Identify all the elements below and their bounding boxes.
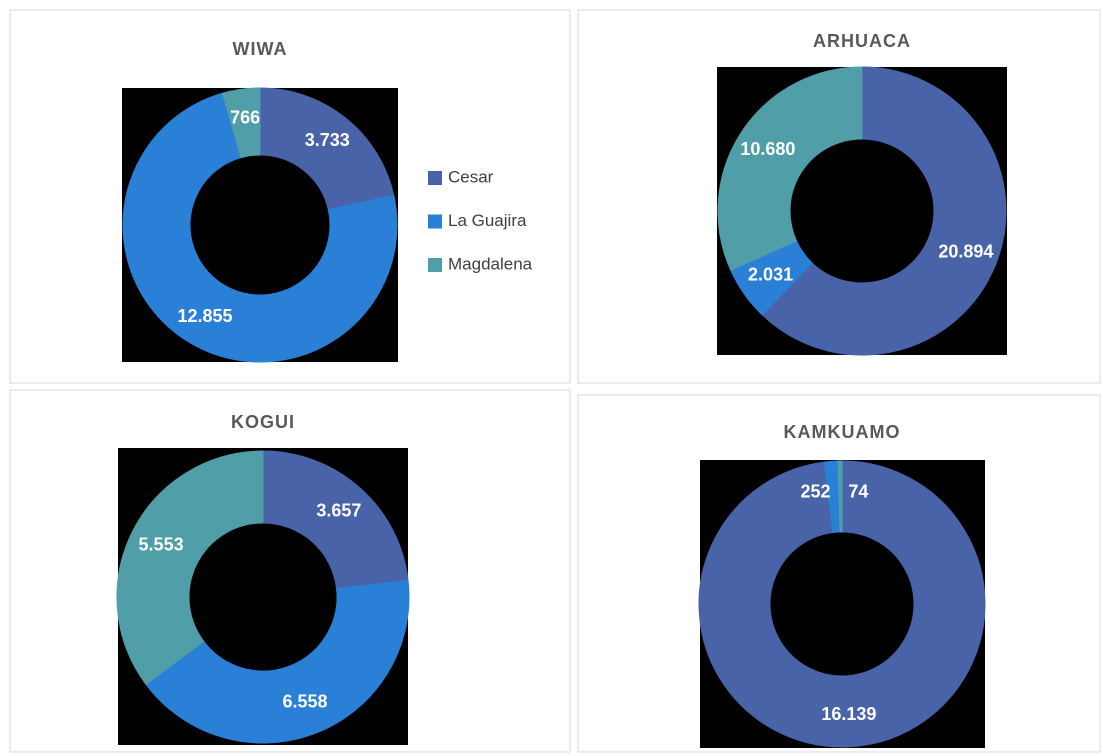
data-label: 20.894 [938, 242, 993, 262]
donut-slice [122, 92, 398, 363]
donut-slice [145, 579, 410, 744]
chart-title: KAMKUAMO [784, 422, 901, 442]
donut-slice [837, 460, 843, 533]
data-label: 74 [848, 481, 868, 501]
data-label: 3.733 [305, 130, 350, 150]
data-label: 16.139 [821, 704, 876, 724]
legend-swatch [428, 258, 442, 272]
data-label: 5.553 [139, 535, 184, 555]
data-label: 6.558 [283, 692, 328, 712]
data-label: 766 [230, 107, 260, 127]
data-label: 2.031 [748, 264, 793, 284]
donut-slice [262, 450, 409, 590]
data-label: 252 [800, 482, 830, 502]
data-label: 3.657 [316, 501, 361, 521]
data-label: 12.855 [177, 306, 232, 326]
legend-label: La Guajira [448, 211, 527, 230]
donut-slice [761, 66, 1007, 356]
chart-title: KOGUI [231, 412, 295, 432]
legend-label: Magdalena [448, 254, 533, 273]
donut-slice [116, 450, 264, 686]
legend-swatch [428, 171, 442, 185]
donut-slice [698, 460, 986, 748]
legend-label: Cesar [448, 167, 494, 186]
chart-title: ARHUACA [813, 31, 911, 51]
chart-title: WIWA [233, 39, 288, 59]
donut-slice [259, 87, 395, 211]
data-label: 10.680 [740, 139, 795, 159]
donut-slice [717, 66, 863, 272]
legend-swatch [428, 214, 442, 229]
donut-slice [221, 87, 261, 159]
